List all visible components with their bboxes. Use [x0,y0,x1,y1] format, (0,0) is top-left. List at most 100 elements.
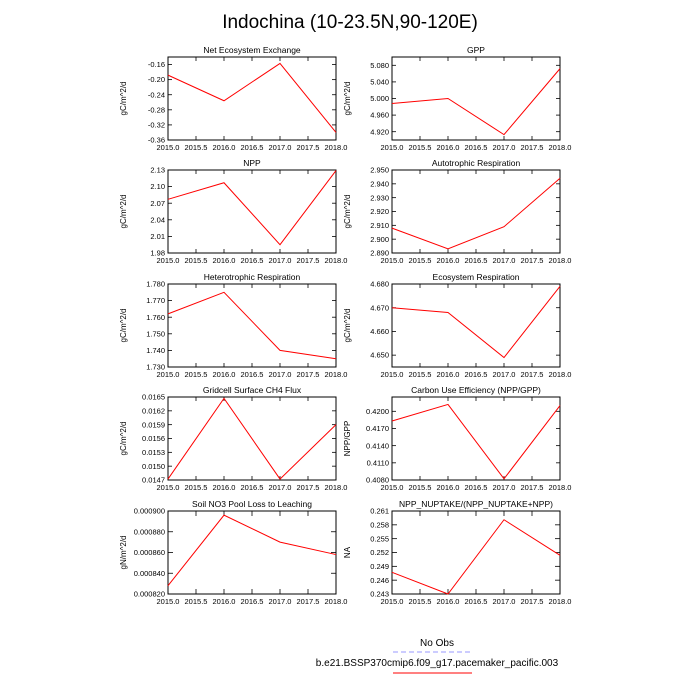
y-axis-label: gC/m^2/d [343,195,352,229]
y-axis-label: NPP/GPP [343,421,352,457]
x-tick-label: 2016.5 [241,597,264,606]
x-tick-label: 2016.5 [465,143,488,152]
series-line [167,291,337,360]
y-tick-label: 0.4080 [366,476,389,485]
x-tick-label: 2018.0 [325,597,348,606]
x-tick-label: 2017.0 [493,597,516,606]
x-tick-label: 2017.5 [521,597,544,606]
y-tick-label: 2.920 [370,207,389,216]
y-tick-label: 0.4110 [367,458,389,467]
y-tick-label: 1.730 [146,363,165,372]
x-tick-label: 2016.5 [465,597,488,606]
y-tick-label: -0.24 [148,90,165,99]
series-line [167,62,337,133]
y-axis-label: gC/m^2/d [343,309,352,343]
y-tick-label: 0.000900 [134,507,165,516]
y-tick-label: 1.760 [146,313,165,322]
series-line [391,519,561,595]
y-tick-label: 0.4140 [366,441,389,450]
panel-soil-no3-pool-loss-to-leaching: Soil NO3 Pool Loss to Leaching gN/m^2/d 0.… [119,499,347,606]
x-tick-label: 2015.5 [185,143,208,152]
y-tick-label: 2.930 [370,193,389,202]
panel-title: Net Ecosystem Exchange [203,45,301,55]
x-tick-label: 2018.0 [325,143,348,152]
x-tick-label: 2015.5 [185,370,208,379]
x-tick-label: 2016.0 [437,370,460,379]
y-tick-label: 0.000880 [134,527,165,536]
y-tick-label: 0.4170 [366,424,389,433]
y-tick-label: 1.740 [146,346,165,355]
panel-autotrophic-respiration: Autotrophic Respiration gC/m^2/d 2.950 2.94… [343,158,571,265]
x-tick-label: 2016.0 [437,597,460,606]
x-tick-label: 2015.0 [381,143,404,152]
panel-title: NPP [243,158,261,168]
panel-npp-nuptake-npp-nuptake-npp: NPP_NUPTAKE/(NPP_NUPTAKE+NPP) NA 0.261 0.25… [343,499,571,606]
panel-title: Heterotrophic Respiration [204,272,301,282]
panel-carbon-use-efficiency-npp-gpp: Carbon Use Efficiency (NPP/GPP) NPP/GPP 0.… [343,385,571,492]
x-tick-label: 2015.0 [381,370,404,379]
y-tick-label: 2.01 [150,232,165,241]
series-line [391,403,561,480]
x-tick-label: 2017.5 [297,370,320,379]
x-tick-label: 2016.0 [437,483,460,492]
panel-title: Carbon Use Efficiency (NPP/GPP) [411,385,541,395]
y-tick-label: -0.16 [148,60,165,69]
y-tick-label: 0.261 [370,507,389,516]
x-tick-label: 2015.5 [409,597,432,606]
x-tick-label: 2015.5 [409,256,432,265]
y-tick-label: 4.680 [370,280,389,289]
x-tick-label: 2017.5 [521,143,544,152]
panel-npp: NPPgC/m^2/d2.132.102.072.042.011.982015.… [119,158,347,265]
y-tick-label: 0.4200 [366,407,389,416]
y-tick-label: -0.28 [148,105,165,114]
x-tick-label: 2017.5 [521,483,544,492]
y-tick-label: 4.920 [370,127,389,136]
x-tick-label: 2015.0 [381,256,404,265]
series-line [167,397,337,480]
series-line [391,177,561,250]
y-tick-label: 2.07 [150,199,165,208]
y-axis-label: gC/m^2/d [119,422,128,456]
x-tick-label: 2017.5 [297,597,320,606]
y-tick-label: 4.650 [370,351,389,360]
y-tick-label: 0.249 [370,562,389,571]
panel-ecosystem-respiration: Ecosystem Respiration gC/m^2/d 4.680 4.670 4… [343,272,571,379]
x-tick-label: 2017.0 [493,256,516,265]
y-tick-label: 1.98 [150,249,165,258]
plot-frame [391,169,561,254]
plot-frame [167,169,337,254]
y-tick-label: 0.246 [370,576,389,585]
y-tick-label: 2.890 [370,249,389,258]
x-tick-label: 2016.0 [213,597,236,606]
plot-frame [167,56,337,141]
panel-title: Autotrophic Respiration [432,158,521,168]
x-tick-label: 2018.0 [549,143,572,152]
y-axis-label: gC/m^2/d [119,82,128,116]
x-tick-label: 2018.0 [549,483,572,492]
x-tick-label: 2016.0 [213,143,236,152]
x-tick-label: 2017.5 [297,256,320,265]
x-tick-label: 2016.5 [241,370,264,379]
y-tick-label: -0.20 [148,75,165,84]
x-tick-label: 2016.5 [465,483,488,492]
figure-title: Indochina (10-23.5N,90-120E) [222,12,478,33]
x-tick-label: 2016.5 [465,256,488,265]
y-tick-label: 0.0156 [142,434,165,443]
x-tick-label: 2015.5 [185,483,208,492]
y-tick-label: 0.0153 [142,448,165,457]
x-tick-label: 2015.0 [157,370,180,379]
x-tick-label: 2015.5 [409,483,432,492]
x-tick-label: 2016.0 [213,483,236,492]
x-tick-label: 2016.5 [241,483,264,492]
x-tick-label: 2017.0 [269,483,292,492]
y-tick-label: 0.255 [370,534,389,543]
x-tick-label: 2016.5 [241,143,264,152]
y-tick-label: 0.000840 [134,569,165,578]
y-tick-label: 0.0159 [142,420,165,429]
y-axis-label: NA [343,546,352,558]
x-tick-label: 2018.0 [549,256,572,265]
x-tick-label: 2017.0 [269,256,292,265]
panel-title: NPP_NUPTAKE/(NPP_NUPTAKE+NPP) [399,499,553,509]
x-tick-label: 2016.5 [241,256,264,265]
